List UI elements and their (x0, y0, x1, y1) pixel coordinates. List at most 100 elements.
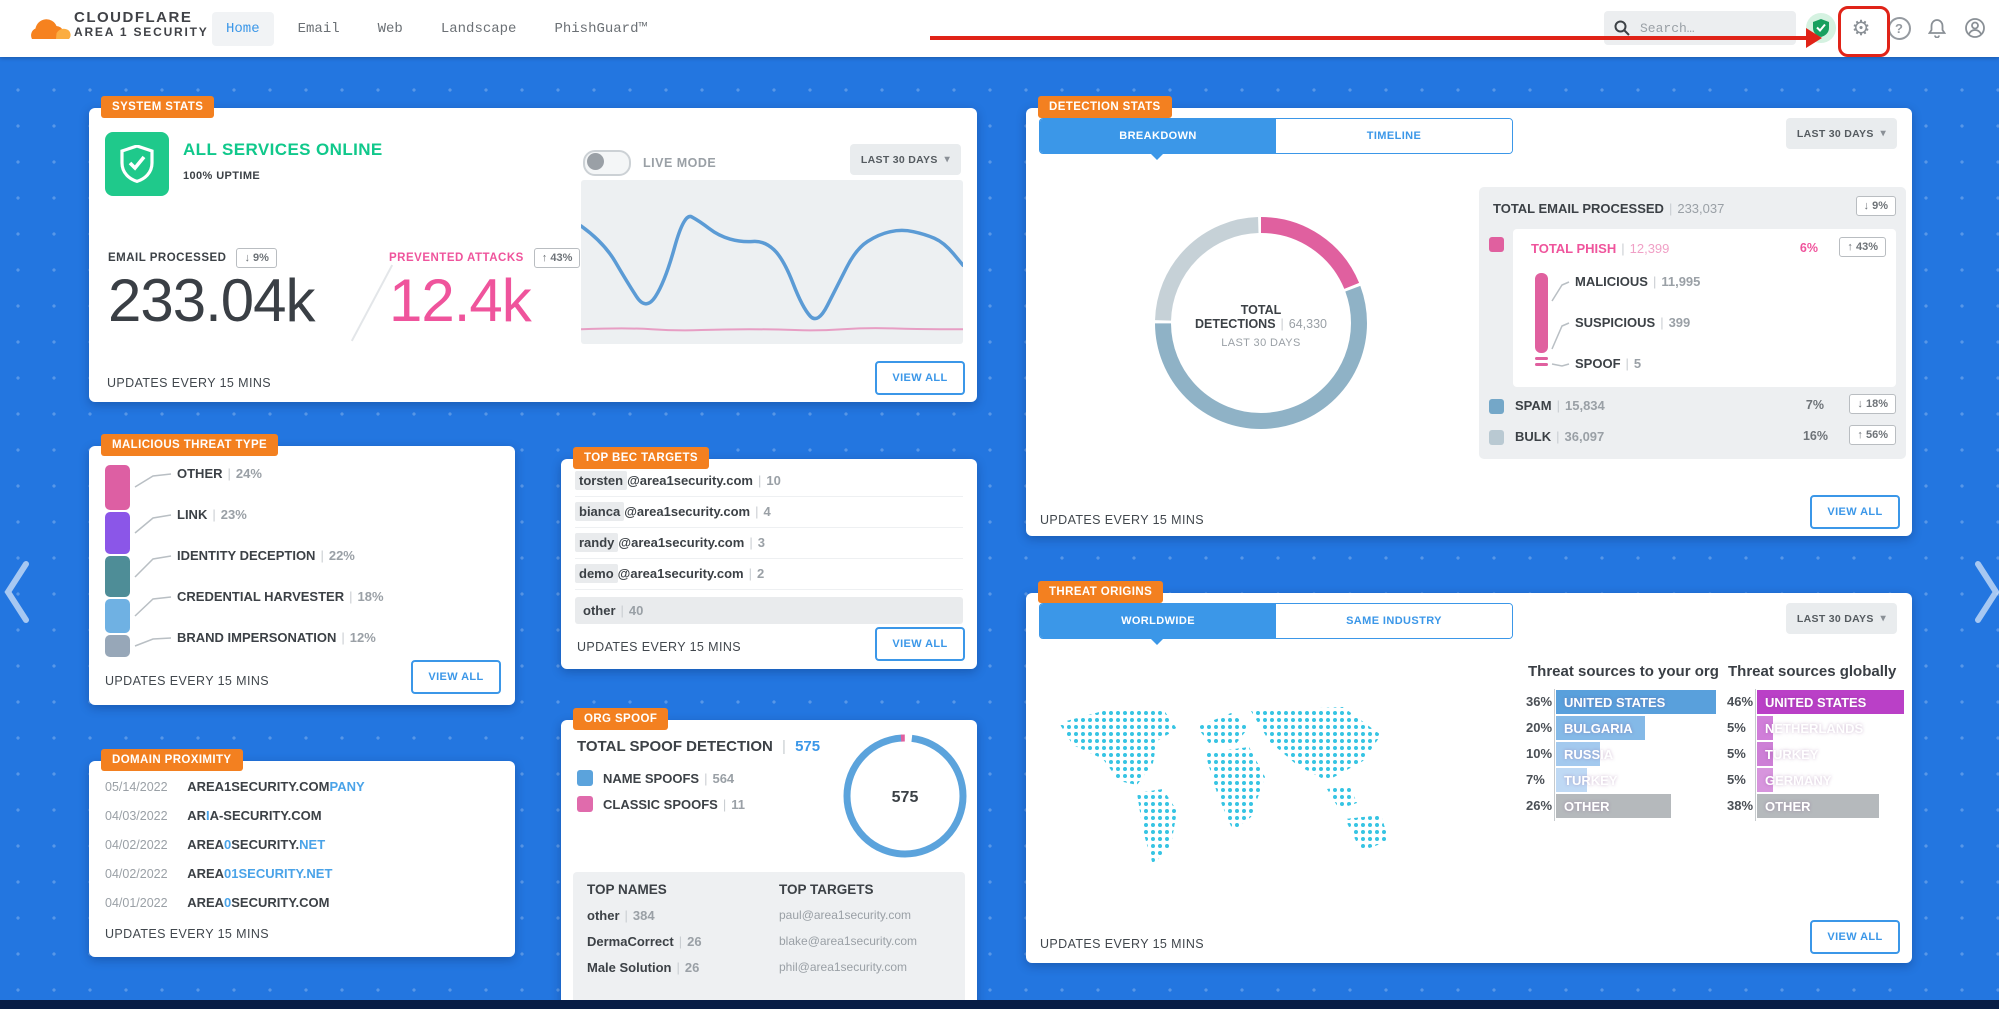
org-bar-united-states: UNITED STATES (1556, 690, 1716, 714)
live-mode-toggle[interactable] (583, 150, 631, 176)
email-processed-label: EMAIL PROCESSED (108, 252, 227, 264)
domain-proximity-badge: DOMAIN PROXIMITY (101, 749, 243, 771)
bottom-edge-strip (0, 1000, 1999, 1009)
total-phish-row: TOTAL PHISH | 12,399 (1531, 241, 1670, 256)
system-sparkline-chart (579, 180, 965, 344)
spam-row: SPAM | 15,834 (1515, 398, 1605, 413)
carousel-left-chevron-icon[interactable] (4, 560, 30, 624)
org-axis-line (1554, 689, 1555, 821)
user-account-icon[interactable] (1960, 13, 1990, 43)
origins-range-dropdown[interactable]: LAST 30 DAYS ▾ (1785, 603, 1897, 634)
bulk-pct: 16% (1802, 429, 1828, 443)
org-sources-header: Threat sources to your org (1528, 663, 1719, 680)
org-bar-russia: RUSSIA (1556, 742, 1613, 766)
detection-tabs: BREAKDOWN TIMELINE (1039, 118, 1513, 154)
global-bar-turkey: TURKEY (1757, 742, 1818, 766)
system-view-all-button[interactable]: VIEW ALL (875, 361, 965, 395)
domain-row[interactable]: 04/03/2022 ARIA-SECURITY.COM (105, 808, 322, 823)
threat-origins-card: THREAT ORIGINS WORLDWIDE SAME INDUSTRY L… (1026, 581, 1912, 963)
settings-gear-icon[interactable]: ⚙ (1851, 16, 1871, 40)
active-tab-pointer (1149, 152, 1165, 160)
org-bar-other: OTHER (1556, 794, 1672, 818)
stat-divider (350, 264, 394, 342)
org-pct: 26% (1526, 798, 1553, 813)
threat-type-row: OTHER | 24% (177, 466, 262, 481)
domain-updates-note: UPDATES EVERY 15 MINS (105, 927, 270, 941)
nav-item-web[interactable]: Web (377, 20, 403, 37)
total-email-row: TOTAL EMAIL PROCESSED | 233,037 (1493, 201, 1725, 216)
domain-row[interactable]: 05/14/2022 AREA1SECURITY.COMPANY (105, 779, 365, 794)
total-email-delta-badge: ↓ 9% (1855, 196, 1896, 216)
spoof-sub-row: SPOOF (1575, 356, 1621, 371)
tab-breakdown[interactable]: BREAKDOWN (1040, 119, 1276, 153)
live-mode-label: LIVE MODE (643, 156, 717, 170)
top-bec-targets-card: TOP BEC TARGETS torsten @area1security.co… (561, 447, 977, 669)
domain-row[interactable]: 04/02/2022 AREA0SECURITY.NET (105, 837, 326, 852)
nav-item-email[interactable]: Email (297, 20, 340, 37)
domain-row[interactable]: 04/01/2022 AREA0SECURITY.COM (105, 895, 330, 910)
origins-tabs: WORLDWIDE SAME INDUSTRY (1039, 603, 1513, 639)
malicious-view-all-button[interactable]: VIEW ALL (411, 660, 501, 694)
malicious-threat-type-card: MALICIOUS THREAT TYPE OTHER | 24% LINK | 23%… (89, 434, 515, 705)
domain-row[interactable]: 04/02/2022 AREA01SECURITY.NET (105, 866, 333, 881)
bec-row[interactable]: demo @area1security.com | 2 (575, 564, 963, 590)
origins-view-all-button[interactable]: VIEW ALL (1810, 920, 1900, 954)
system-stats-badge: SYSTEM STATS (101, 96, 215, 118)
tab-same-industry[interactable]: SAME INDUSTRY (1276, 604, 1512, 638)
top-names-header: TOP NAMES (587, 882, 667, 897)
global-pct: 5% (1727, 772, 1746, 787)
threat-type-row: BRAND IMPERSONATION | 12% (177, 630, 376, 645)
active-tab-pointer (1149, 637, 1165, 645)
bec-other-row[interactable]: other | 40 (575, 597, 963, 624)
malicious-updates-note: UPDATES EVERY 15 MINS (105, 674, 270, 688)
top-target-row: blake@area1security.com (779, 934, 918, 948)
bec-view-all-button[interactable]: VIEW ALL (875, 627, 965, 661)
global-bar-united-states: UNITED STATES (1757, 690, 1905, 714)
domain-proximity-card: DOMAIN PROXIMITY 05/14/2022 AREA1SECURIT… (89, 749, 515, 957)
org-bar-bulgaria: BULGARIA (1556, 716, 1645, 740)
bec-row[interactable]: randy @area1security.com | 3 (575, 533, 963, 559)
tab-timeline[interactable]: TIMELINE (1276, 119, 1512, 153)
notifications-bell-icon[interactable] (1922, 13, 1952, 43)
carousel-right-chevron-icon[interactable] (1974, 560, 1999, 624)
malicious-sub-row: MALICIOUS (1575, 274, 1648, 289)
spoof-donut-center: 575 (892, 789, 919, 806)
top-navbar: CLOUDFLARE AREA 1 SECURITY Home Email We… (0, 0, 1999, 57)
nav-item-landscape[interactable]: Landscape (440, 20, 517, 37)
global-pct: 5% (1727, 720, 1746, 735)
phish-sub-bar (1535, 273, 1548, 353)
spoof-detail-panel: TOP NAMES TOP TARGETS other | 384 DermaCor… (573, 872, 965, 1008)
spam-delta-badge: ↓ 18% (1849, 394, 1896, 414)
bec-row[interactable]: bianca @area1security.com | 4 (575, 502, 963, 528)
search-input[interactable] (1638, 19, 1772, 37)
uptime-label: 100% UPTIME (183, 170, 261, 182)
org-spoof-badge: ORG SPOOF (573, 708, 669, 730)
phish-sub-connectors (1551, 281, 1570, 367)
top-target-row: paul@area1security.com (779, 908, 912, 922)
detection-view-all-button[interactable]: VIEW ALL (1810, 495, 1900, 529)
org-pct: 10% (1526, 746, 1553, 761)
spoof-total: 575 (795, 738, 821, 755)
global-bar-other: OTHER (1757, 794, 1879, 818)
bec-row[interactable]: torsten @area1security.com | 10 (575, 471, 963, 497)
spam-pct: 7% (1805, 398, 1824, 412)
detection-stats-badge: DETECTION STATS (1038, 96, 1172, 118)
annotation-highlight-box (1838, 6, 1890, 57)
tab-worldwide[interactable]: WORLDWIDE (1040, 604, 1276, 638)
threat-type-stacked-bar (105, 465, 130, 658)
origins-updates-note: UPDATES EVERY 15 MINS (1040, 937, 1205, 951)
chevron-down-icon: ▾ (944, 154, 950, 165)
annotation-arrow-head (1806, 28, 1822, 48)
detection-range-dropdown[interactable]: LAST 30 DAYS ▾ (1785, 118, 1897, 149)
detection-stats-card: DETECTION STATS BREAKDOWN TIMELINE LAST … (1026, 96, 1912, 536)
detection-donut-chart (1155, 217, 1367, 429)
nav-item-phishguard[interactable]: PhishGuard™ (554, 20, 647, 37)
services-status: ALL SERVICES ONLINE (183, 140, 383, 159)
threat-origins-badge: THREAT ORIGINS (1038, 581, 1164, 603)
detection-breakdown-panel: TOTAL EMAIL PROCESSED | 233,037 ↓ 9% TOTAL… (1479, 187, 1906, 459)
spoof-donut-chart: 575 (843, 734, 967, 858)
system-range-dropdown[interactable]: LAST 30 DAYS ▾ (849, 144, 961, 175)
global-sources-header: Threat sources globally (1728, 663, 1897, 680)
nav-item-home[interactable]: Home (212, 11, 274, 46)
